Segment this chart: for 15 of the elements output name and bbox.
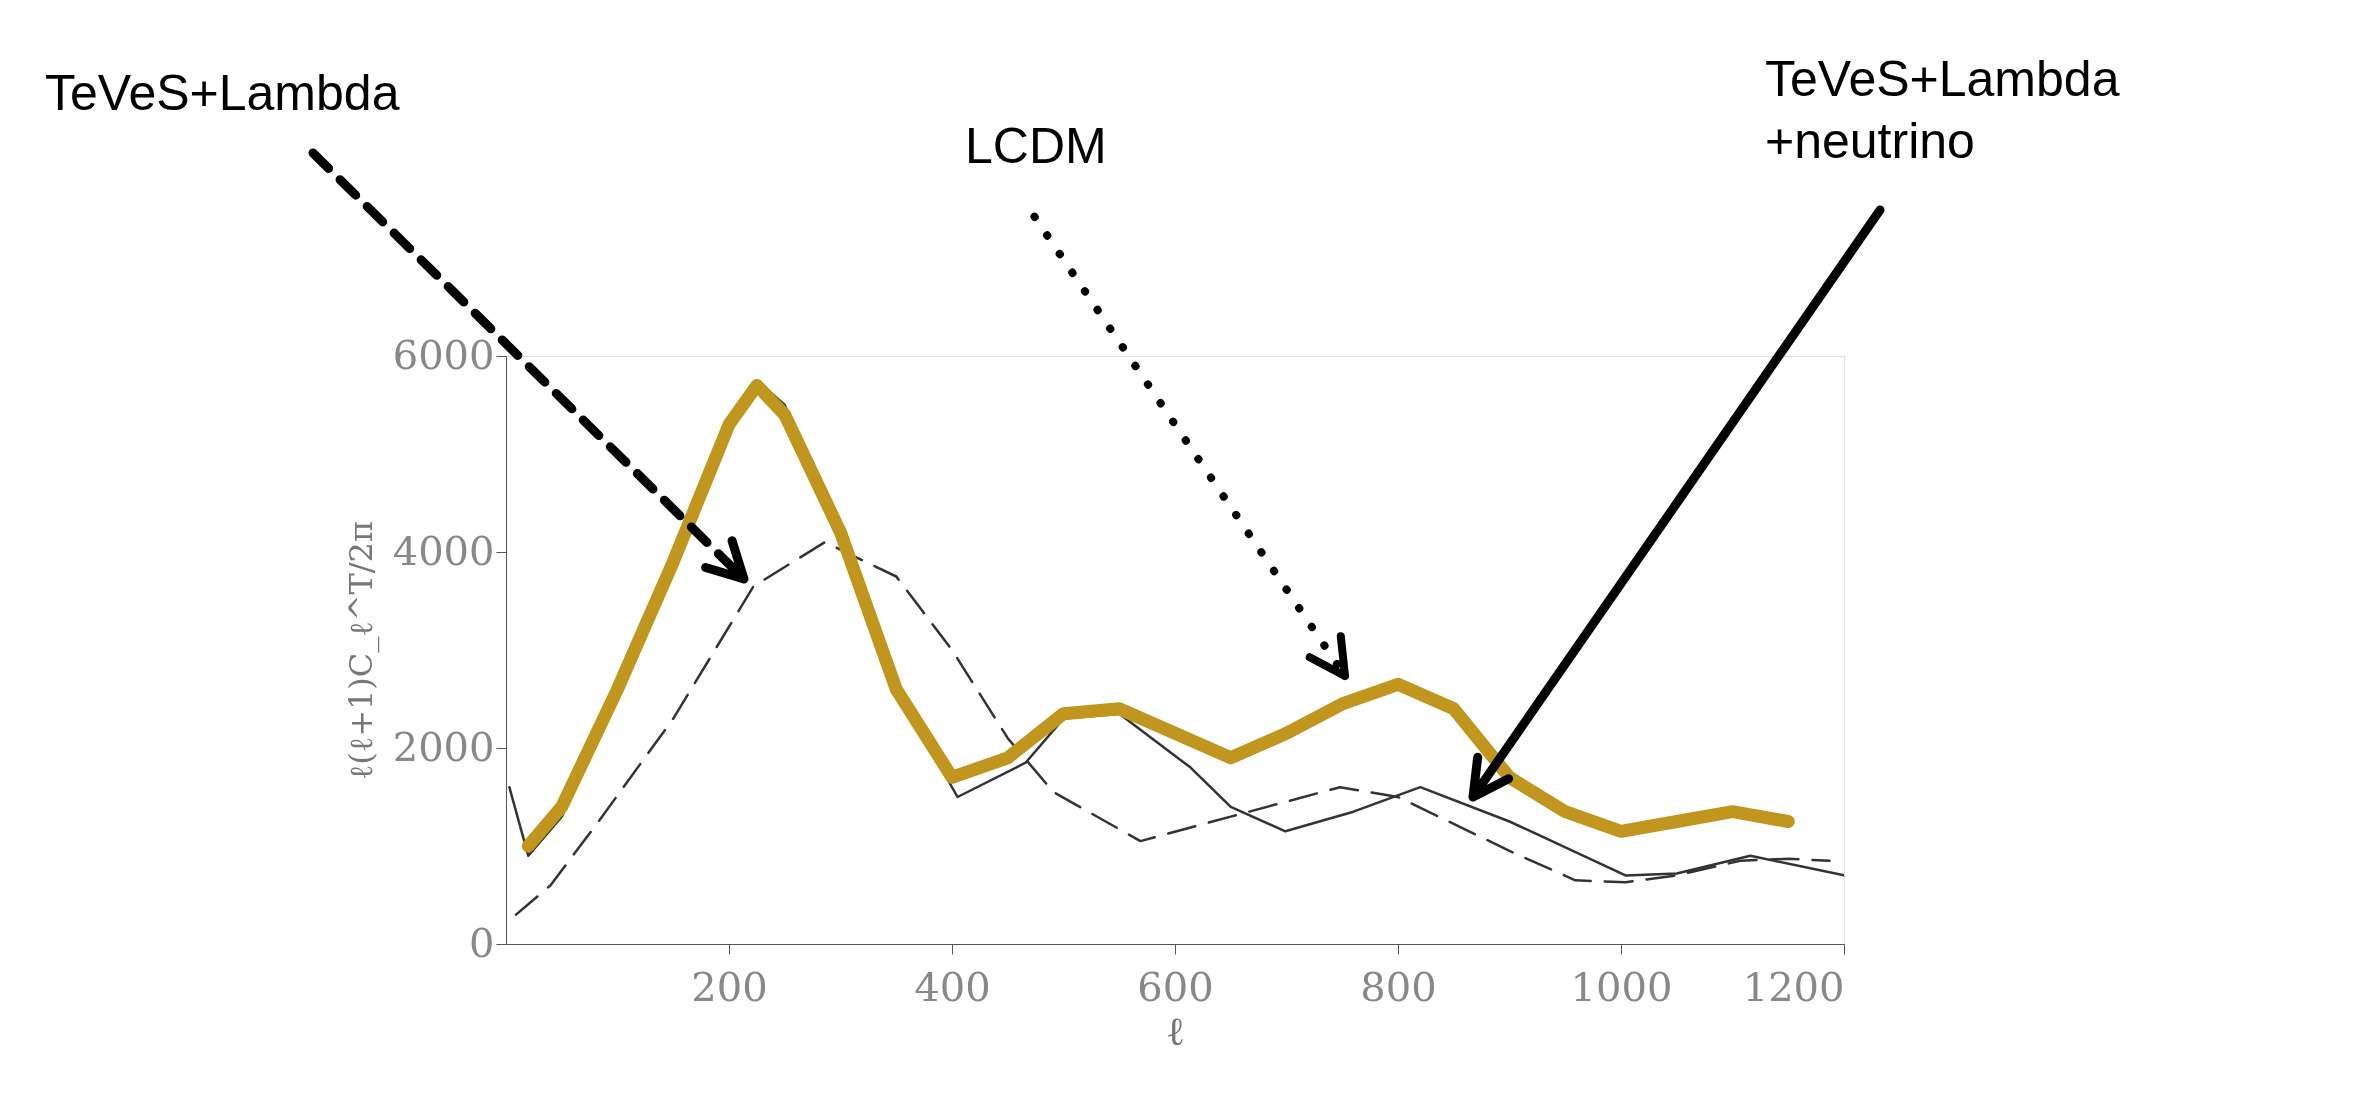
x-axis-title: ℓ xyxy=(1165,1007,1186,1054)
x-tick-label: 400 xyxy=(914,963,991,1010)
y-tick-label: 4000 xyxy=(392,527,495,574)
x-tick-label: 1200 xyxy=(1742,963,1845,1010)
x-tick-label: 600 xyxy=(1137,963,1214,1010)
y-tick-label: 0 xyxy=(469,919,495,966)
x-tick-label: 800 xyxy=(1360,963,1437,1010)
y-tick-label: 6000 xyxy=(392,331,495,378)
text: LCDM xyxy=(965,118,1107,174)
text: TeVeS+Lambda xyxy=(45,65,400,121)
y-tick-label: 2000 xyxy=(392,723,495,770)
x-tick-label: 200 xyxy=(691,963,768,1010)
x-tick-label: 1000 xyxy=(1570,963,1673,1010)
y-axis-title: ℓ(ℓ+1)C_ℓ^T/2π xyxy=(341,521,380,780)
text: TeVeS+Lambda +neutrino xyxy=(1765,51,2120,169)
